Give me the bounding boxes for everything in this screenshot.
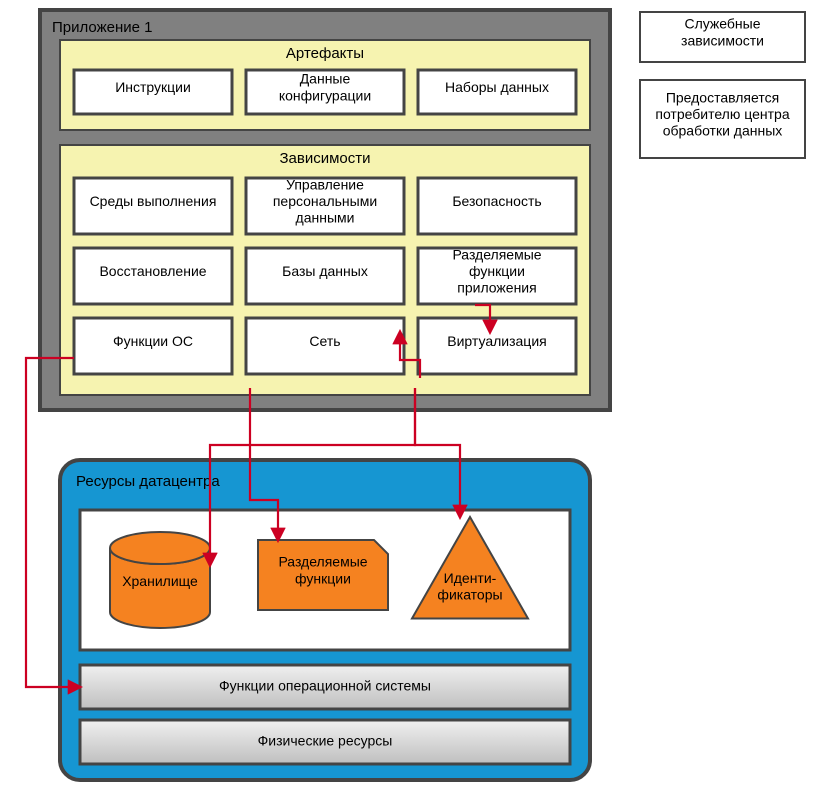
storage-label: Хранилище [122,573,198,589]
dep-label: Восстановление [99,263,206,279]
artifact-label: Инструкции [115,79,191,95]
dep-label: Виртуализация [447,333,546,349]
legend-label: Предоставляетсяпотребителю центраобработ… [655,89,789,138]
app-title: Приложение 1 [52,19,153,36]
artifacts-title: Артефакты [286,45,364,62]
identifiers-label: Иденти-фикаторы [437,570,502,603]
artifact-label: Наборы данных [445,79,549,95]
dep-label: Функции ОС [113,333,193,349]
os-functions-label: Функции операционной системы [219,678,431,694]
legend-label: Служебныезависимости [681,16,764,49]
dep-label: Базы данных [282,263,368,279]
storage-cylinder-top-icon [110,532,210,564]
dc-title: Ресурсы датацентра [76,473,220,490]
dep-label: Среды выполнения [90,193,217,209]
deps-title: Зависимости [279,150,370,167]
dep-label: Безопасность [452,193,541,209]
dep-label: Сеть [309,333,340,349]
physical-resources-label: Физические ресурсы [258,733,393,749]
